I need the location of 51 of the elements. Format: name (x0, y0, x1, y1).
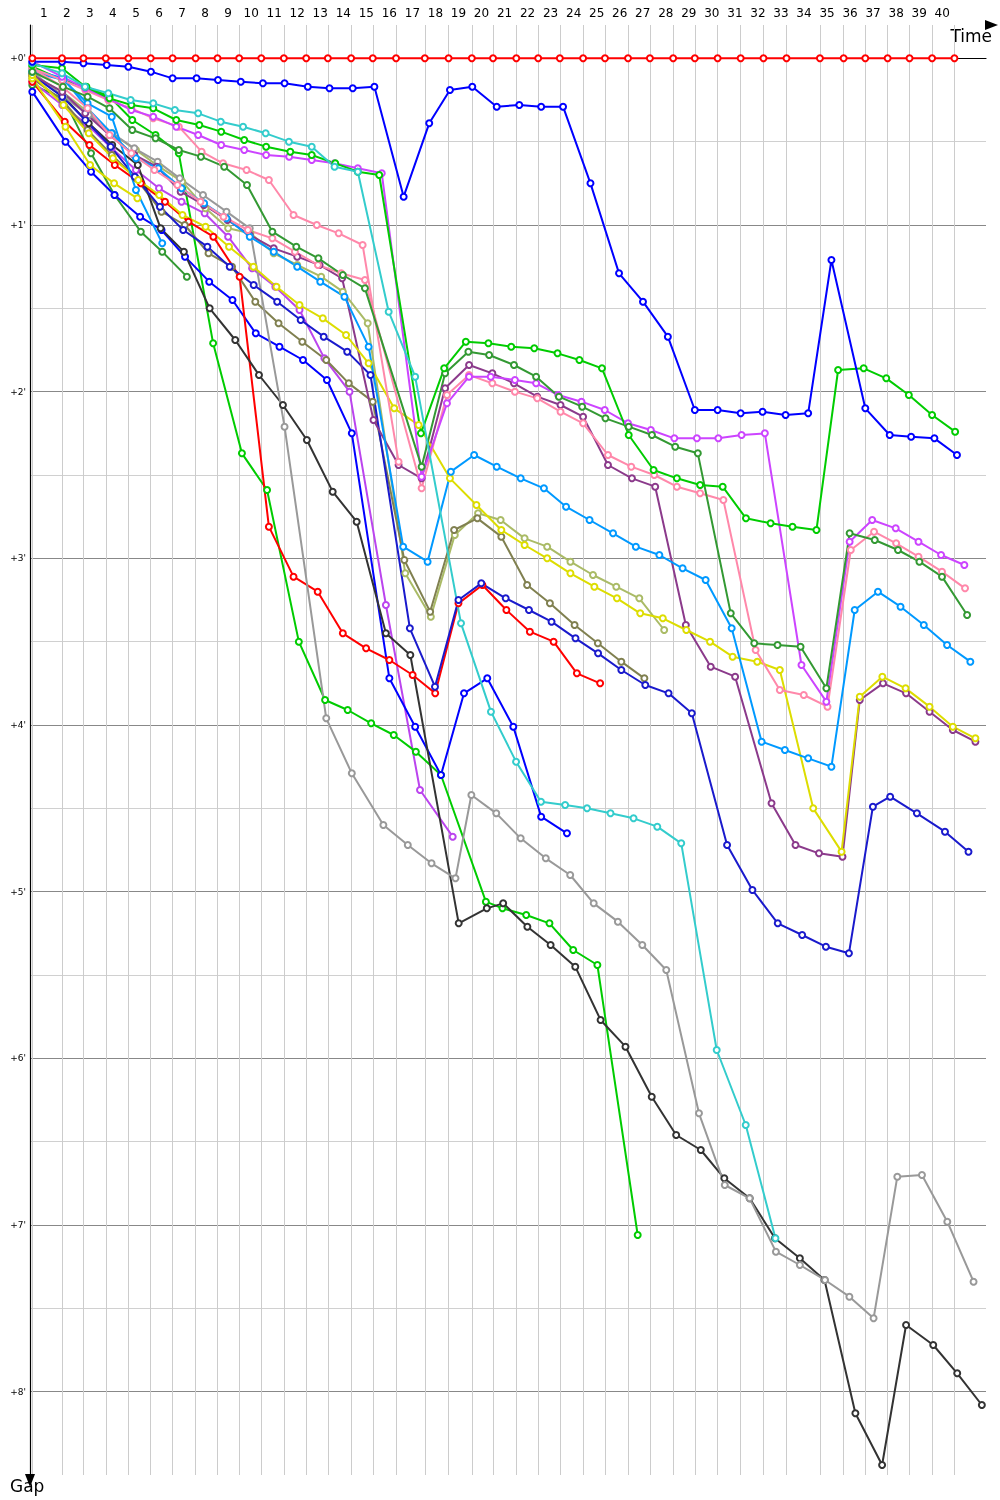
x-tick-label: 12 (289, 6, 305, 20)
x-tick-label: 6 (155, 6, 163, 20)
y-tick-label: +4' (10, 720, 26, 730)
x-tick-label: 18 (427, 6, 444, 20)
x-tick-label: 35 (819, 6, 835, 20)
y-tick-label: +3' (10, 553, 26, 564)
x-tick-label: 37 (865, 6, 881, 20)
x-axis-title: Time (949, 25, 993, 46)
x-tick-label: 8 (201, 6, 209, 20)
x-tick-label: 38 (888, 6, 904, 20)
x-tick-label: 10 (243, 6, 259, 20)
x-tick-label: 33 (773, 6, 789, 20)
x-tick-label: 20 (473, 6, 490, 20)
y-tick-label: +2' (10, 386, 26, 397)
y-tick-label: +8' (10, 1386, 26, 1397)
x-tick-label: 16 (381, 6, 397, 20)
y-axis-title: Gap (10, 1475, 45, 1496)
x-tick-label: 9 (224, 6, 232, 20)
x-tick-label: 15 (358, 6, 374, 20)
x-tick-label: 39 (911, 6, 927, 20)
x-tick-label: 13 (312, 6, 328, 20)
x-tick-label: 14 (335, 6, 351, 20)
x-tick-label: 28 (658, 6, 674, 20)
x-tick-label: 36 (842, 6, 858, 20)
x-tick-label: 31 (727, 6, 743, 20)
y-tick-label: +7' (10, 1220, 26, 1230)
y-tick-label: +0' (10, 53, 26, 64)
x-tick-label: 30 (704, 6, 720, 20)
y-tick-label: +5' (10, 886, 26, 897)
y-tick-label: +6' (10, 1053, 26, 1064)
x-tick-label: 21 (496, 6, 513, 20)
x-tick-label: 1 (40, 6, 48, 20)
x-tick-label: 3 (86, 6, 94, 20)
x-tick-label: 34 (796, 6, 812, 20)
x-tick-label: 29 (681, 6, 697, 20)
x-tick-label: 4 (109, 6, 117, 20)
x-tick-label: 7 (178, 6, 186, 20)
x-tick-label: 22 (519, 6, 536, 20)
x-tick-label: 25 (589, 6, 605, 20)
y-tick-label: +1' (10, 220, 26, 230)
x-tick-label: 40 (934, 6, 950, 20)
x-tick-label: 32 (750, 6, 766, 20)
x-tick-label: 19 (450, 6, 467, 20)
x-tick-label: 23 (542, 6, 559, 20)
x-tick-label: 24 (566, 6, 582, 20)
x-tick-label: 2 (63, 6, 71, 20)
x-tick-label: 26 (612, 6, 628, 20)
x-tick-label: 17 (404, 6, 421, 20)
x-tick-label: 27 (635, 6, 651, 20)
x-tick-label: 11 (266, 6, 282, 20)
x-tick-label: 5 (132, 6, 140, 20)
